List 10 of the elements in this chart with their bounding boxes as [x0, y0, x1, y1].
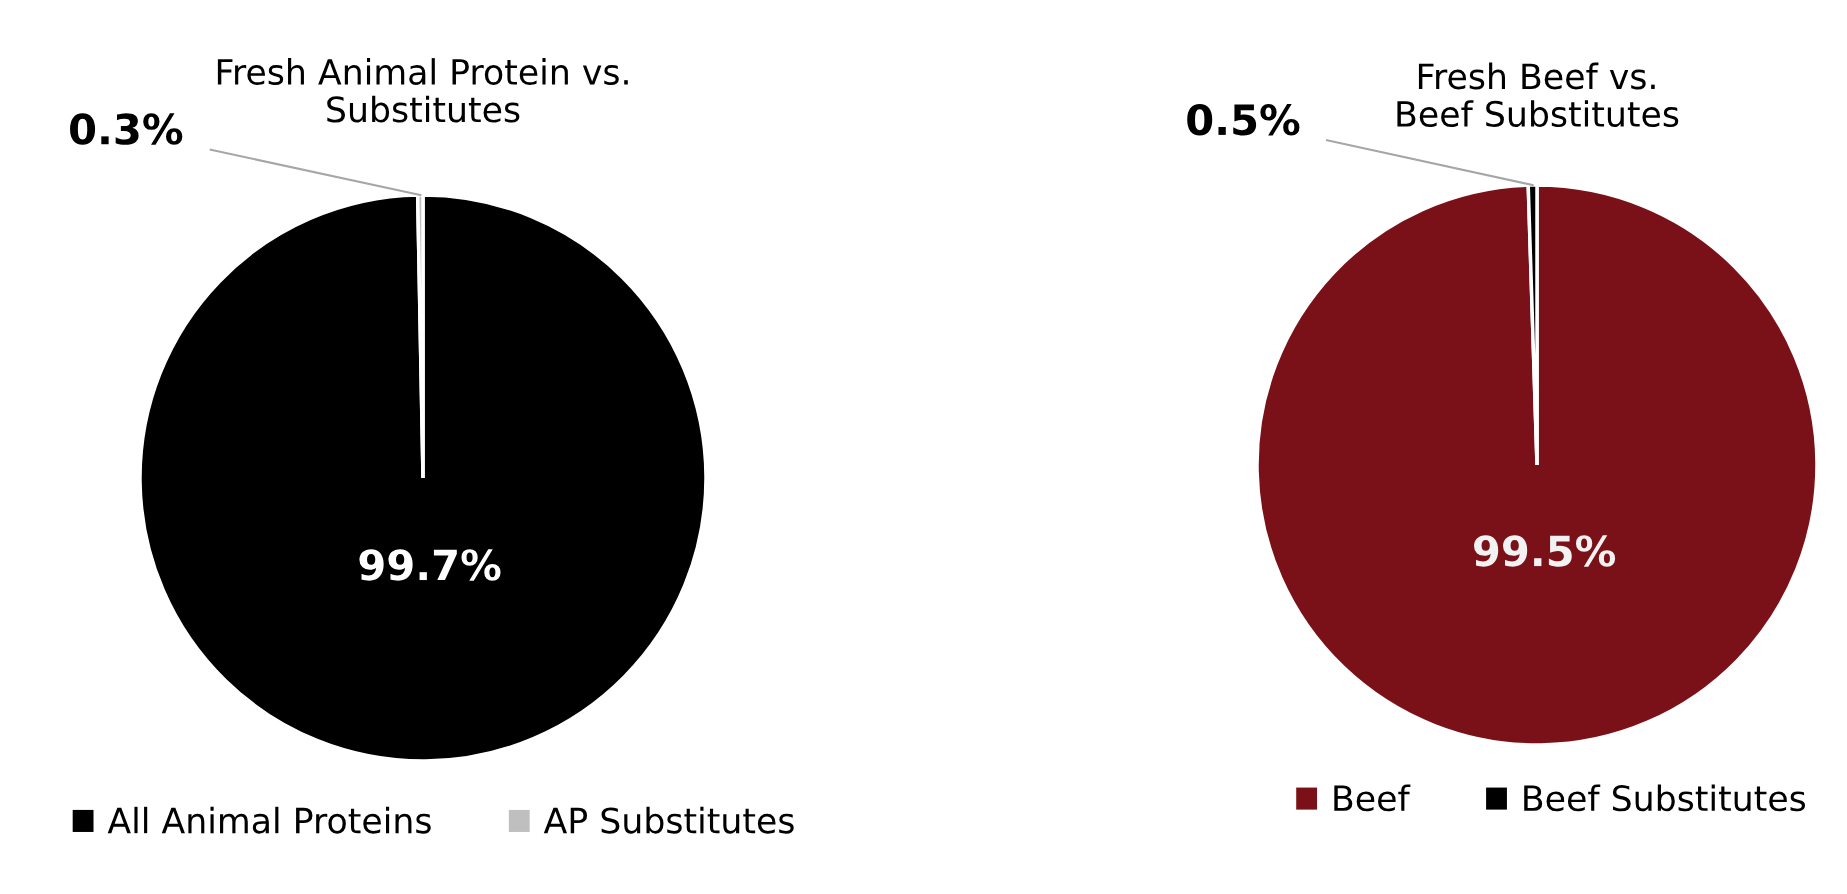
legend-label: All Animal Proteins: [107, 806, 431, 834]
data-label: 0.3%: [70, 113, 183, 145]
data-label: 99.7%: [359, 549, 501, 581]
data-label: 0.5%: [1187, 103, 1300, 136]
chart-title: Fresh Animal Protein vs. Substitutes: [217, 58, 628, 123]
chart-title: Fresh Beef vs. Beef Substitutes: [1397, 62, 1679, 128]
legend-label: Beef Substitutes: [1524, 784, 1806, 812]
data-label: 99.5%: [1474, 535, 1616, 567]
legend-label: AP Substitutes: [543, 806, 794, 834]
legend-label: Beef: [1334, 784, 1411, 812]
